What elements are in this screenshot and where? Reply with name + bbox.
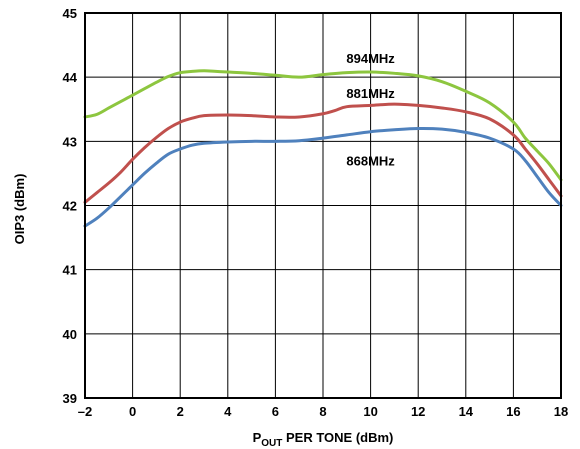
series-lines	[83, 69, 563, 228]
y-tick-label: 42	[63, 199, 77, 214]
x-tick-label: 14	[459, 404, 474, 419]
y-tick-label: 45	[63, 6, 77, 21]
x-axis-label-subscript: OUT	[261, 438, 282, 449]
x-tick-label: –2	[78, 404, 92, 419]
x-tick-label: 2	[177, 404, 184, 419]
x-tick-label: 10	[363, 404, 377, 419]
x-axis-label: POUT PER TONE (dBm)	[253, 430, 394, 449]
series-label-881mhz: 881MHz	[346, 86, 395, 101]
y-tick-label: 39	[63, 391, 77, 406]
x-tick-label: 4	[224, 404, 232, 419]
series-labels: 894MHz 881MHz 868MHz	[346, 51, 395, 169]
y-tick-label: 40	[63, 327, 77, 342]
y-tick-label: 41	[63, 263, 77, 278]
y-tick-label: 44	[63, 70, 78, 85]
x-tick-label: 8	[319, 404, 326, 419]
series-label-868mhz: 868MHz	[346, 154, 395, 169]
y-axis-label: OIP3 (dBm)	[12, 174, 27, 245]
x-tick-label: 12	[411, 404, 425, 419]
tick-labels: –2 0 2 4 6 8 10 12 14 16 18 39 40 41 42 43 44 45	[63, 6, 569, 419]
x-tick-label: 0	[129, 404, 136, 419]
series-line-868mhz	[83, 126, 563, 228]
series-label-894mhz: 894MHz	[346, 51, 395, 66]
series-line-881mhz	[83, 102, 563, 204]
series-line-894mhz	[83, 69, 563, 182]
x-axis-label-main: P	[253, 430, 262, 445]
x-tick-label: 18	[554, 404, 568, 419]
plot-frame	[84, 12, 562, 399]
x-tick-label: 6	[272, 404, 279, 419]
grid-lines	[84, 12, 562, 399]
x-tick-label: 16	[506, 404, 520, 419]
x-axis-label-rest: PER TONE (dBm)	[282, 430, 393, 445]
y-tick-label: 43	[63, 134, 77, 149]
